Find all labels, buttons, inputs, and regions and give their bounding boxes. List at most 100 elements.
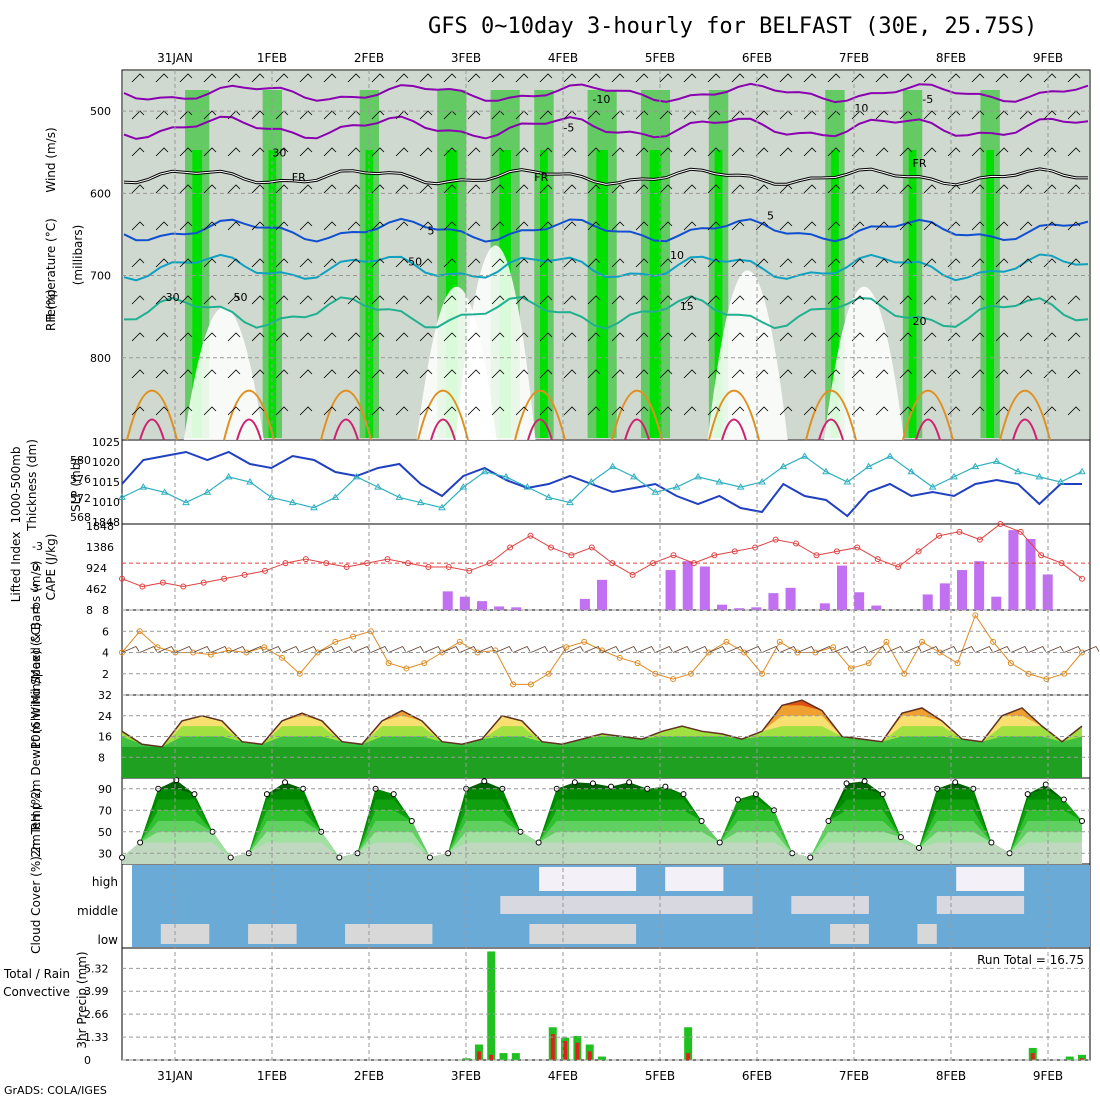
wind-barb	[611, 147, 625, 157]
wind-barb	[419, 73, 433, 83]
precip-tick: 1.33	[84, 1031, 109, 1044]
rh2m-axis-label: 2m RH (%)	[29, 788, 43, 853]
pressure-tick: 700	[90, 270, 111, 283]
date-label-top: 5FEB	[645, 51, 675, 65]
wind-barb	[371, 147, 385, 157]
wind-barb	[515, 258, 529, 268]
thickness-marker	[694, 472, 702, 480]
wind-barb	[875, 295, 889, 305]
wind-barb	[827, 332, 841, 342]
wind-barb	[539, 221, 553, 231]
wind-barb	[299, 184, 313, 194]
precip-legend-total: Total / Rain	[3, 967, 70, 981]
cape-bar	[442, 591, 453, 610]
wind-speed-marker	[527, 681, 534, 688]
wind-barb	[683, 258, 697, 268]
wind-barb	[611, 332, 625, 342]
wind-barb	[1067, 221, 1081, 231]
cape-bar	[682, 561, 693, 610]
warm-arch	[417, 389, 469, 441]
wind-speed-marker	[847, 665, 854, 672]
wind-barb	[443, 221, 457, 231]
wind-barb	[971, 221, 985, 231]
wind-barb	[1019, 295, 1033, 305]
wind-barb	[923, 110, 937, 120]
lifted-index-marker	[261, 567, 268, 574]
wind-barb-10m	[1064, 645, 1082, 653]
precip-conv-bar	[587, 1051, 592, 1060]
wind-barb	[251, 332, 265, 342]
wind-barb	[467, 221, 481, 231]
contour-label: -10	[592, 93, 610, 106]
pressure-tick: 600	[90, 187, 111, 200]
wind-barb	[995, 147, 1009, 157]
wind-barb	[1067, 73, 1081, 83]
wind-barb	[851, 369, 865, 379]
rh-marker	[988, 839, 995, 846]
dry-tongue	[455, 245, 536, 440]
wind-barb-10m	[850, 645, 869, 653]
date-label-bottom: 8FEB	[936, 1069, 966, 1083]
wind-barb-10m	[744, 645, 762, 653]
wind-barb	[659, 221, 673, 231]
wind-barb	[851, 221, 865, 231]
temp-tick: 16	[98, 731, 112, 744]
wind-barb	[155, 147, 169, 157]
wind-barb	[731, 332, 745, 342]
wind-barb	[179, 406, 193, 416]
wind-barb-10m	[157, 645, 175, 653]
wind-barb-10m	[317, 645, 335, 653]
lifted-index-marker	[956, 528, 963, 535]
wind-barb	[323, 147, 337, 157]
lifted-index-marker	[139, 583, 146, 590]
wind-barb	[635, 258, 649, 268]
wind-barb-10m	[1028, 645, 1047, 653]
rh-marker	[227, 854, 234, 861]
temp-axis-label: Temperature (°C)	[44, 218, 58, 323]
wind-barb	[395, 369, 409, 379]
rh-marker	[734, 796, 741, 803]
wind-barb	[659, 184, 673, 194]
wind-barb	[515, 221, 529, 231]
wind-barb	[947, 406, 961, 416]
lifted-index-marker	[1079, 575, 1085, 582]
wind-speed-marker	[634, 660, 641, 667]
wind-barb-10m	[388, 645, 407, 653]
rh-marker	[662, 783, 669, 790]
wind-barb	[779, 406, 793, 416]
precip-total-bar	[487, 951, 496, 1060]
precip-total-bar	[462, 1058, 471, 1060]
lifted-index-marker	[915, 548, 922, 555]
thickness-prefix-label: 1000-500mb	[9, 446, 23, 523]
wind-barb	[371, 369, 385, 379]
wind-barb	[467, 406, 481, 416]
precip-conv-bar	[550, 1034, 555, 1060]
wind-barb	[203, 147, 217, 157]
lifted-index-marker	[507, 544, 514, 551]
wind-barb	[1067, 258, 1081, 268]
lifted-index-marker	[180, 583, 187, 590]
rh-marker	[879, 791, 886, 798]
thickness-marker	[950, 472, 958, 480]
temp-contour	[123, 253, 1089, 282]
wind-barb	[299, 332, 313, 342]
wind-barb-10m	[992, 645, 1011, 653]
wind-speed-marker	[670, 676, 677, 683]
wind-barb	[923, 295, 937, 305]
wind-barb-10m	[975, 645, 993, 653]
wind-barb	[875, 110, 889, 120]
wind-barb	[755, 295, 769, 305]
wind-barb	[731, 369, 745, 379]
wind-barb	[299, 406, 313, 416]
lifted-index-marker	[609, 560, 616, 567]
thickness-marker	[544, 493, 553, 500]
wind-barb	[131, 295, 145, 305]
wind-barb	[251, 147, 265, 157]
wind-barb-10m	[726, 645, 744, 653]
wind-barb	[443, 184, 457, 194]
wind-barb	[995, 73, 1009, 83]
lifted-index-marker	[282, 560, 289, 567]
cape-bar	[459, 596, 470, 610]
wind-barb-10m	[424, 645, 442, 653]
wind-barb	[731, 184, 745, 194]
